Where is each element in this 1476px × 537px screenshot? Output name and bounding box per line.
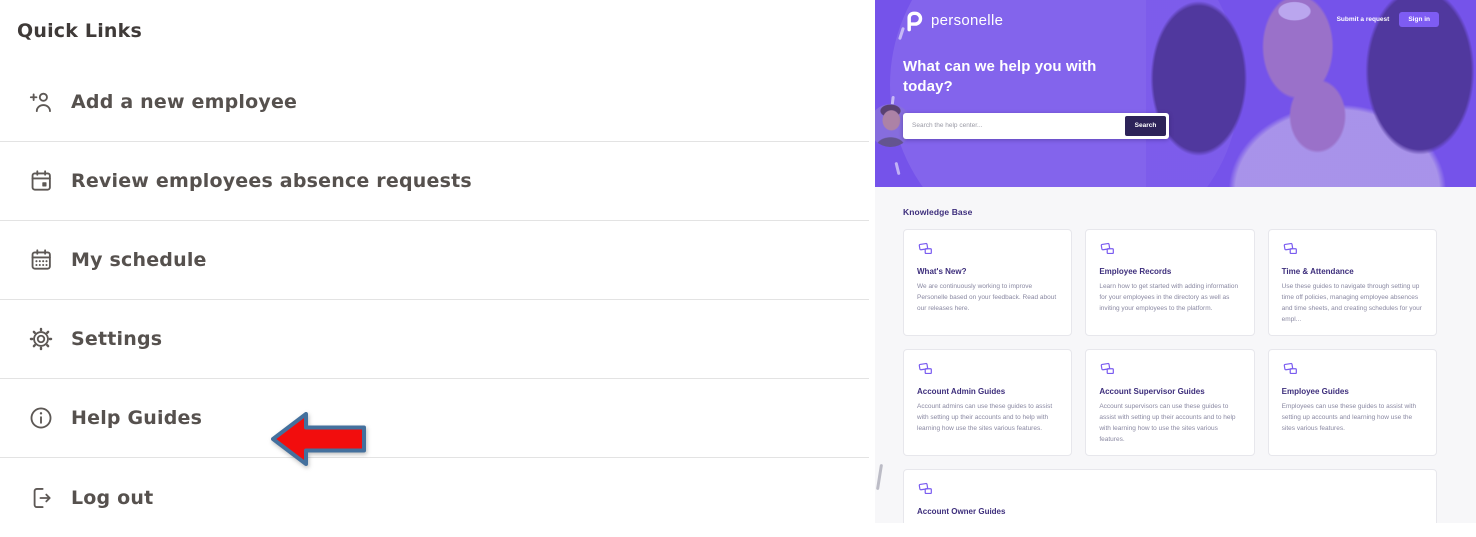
hero-heading: What can we help you with today? [903,58,1097,95]
quick-link-label: My schedule [71,249,207,271]
quick-link-add-employee[interactable]: Add a new employee [0,63,869,142]
knowledge-base-grid: What's New? We are continuously working … [903,229,1437,523]
knowledge-base-section: Knowledge Base What's New? We are contin… [875,187,1476,523]
calendar-month-icon [28,247,54,273]
hero-banner: personelle Submit a request Sign in What… [875,0,1476,187]
hero-photo-woman [1146,0,1476,187]
kb-card-whats-new[interactable]: What's New? We are continuously working … [903,229,1073,337]
quick-link-my-schedule[interactable]: My schedule [0,221,869,300]
calendar-event-icon [28,168,54,194]
kb-card-title: Account Owner Guides [917,507,1006,517]
header-nav: Submit a request Sign in [1337,12,1439,27]
brand-logo[interactable]: personelle [902,9,1003,32]
books-icon [917,363,934,381]
kb-card-description: Employees can use these guides to assist… [1281,403,1417,433]
kb-card-title: What's New? [917,267,967,276]
kb-card-description: Account admins can use these guides to a… [917,403,1053,433]
brand-name: personelle [931,12,1004,29]
search-button[interactable]: Search [1125,115,1166,136]
books-icon [917,483,934,501]
quick-links-list: Add a new employee Review employees abse… [0,63,875,537]
info-icon [28,405,54,431]
quick-link-absence-requests[interactable]: Review employees absence requests [0,142,869,221]
kb-card-account-owner-guides[interactable]: Account Owner Guides Account owners can … [903,469,1437,523]
kb-card-title: Employee Records [1099,267,1172,276]
submit-request-link[interactable]: Submit a request [1336,16,1390,23]
red-pointer-arrow [271,412,366,466]
books-icon [917,242,934,261]
kb-card-description: We are continuously working to improve P… [917,283,1057,313]
sign-in-button[interactable]: Sign in [1399,12,1439,27]
quick-link-settings[interactable]: Settings [0,300,869,379]
books-icon [1099,363,1116,381]
kb-card-title: Account Admin Guides [917,387,1006,397]
kb-card-title: Account Supervisor Guides [1099,387,1205,397]
quick-link-label: Log out [71,486,154,509]
kb-card-description: Learn how to get started with adding inf… [1099,283,1239,313]
quick-link-label: Settings [71,328,163,350]
logout-icon [28,485,54,511]
search-input[interactable] [903,112,1125,139]
books-icon [1282,363,1299,381]
quick-link-label: Add a new employee [71,91,298,113]
kb-card-account-supervisor-guides[interactable]: Account Supervisor Guides Account superv… [1085,349,1255,457]
gear-icon [28,326,54,352]
kb-card-title: Employee Guides [1281,387,1349,397]
help-center-panel: personelle Submit a request Sign in What… [875,0,1476,523]
knowledge-base-title: Knowledge Base [903,207,973,217]
books-icon [1099,242,1116,261]
search-bar: Search [903,112,1169,139]
personelle-logo-icon [907,11,923,32]
quick-links-panel: Quick Links Add a new employee [0,20,869,509]
help-center-header: personelle Submit a request Sign in [875,0,1476,32]
hero-avatar-man [875,104,912,147]
quick-link-label: Help Guides [71,407,203,429]
books-icon [1282,242,1299,261]
kb-card-employee-guides[interactable]: Employee Guides Employees can use these … [1267,349,1437,457]
person-add-icon [28,89,54,115]
quick-link-help-guides[interactable]: Help Guides [0,379,869,458]
hero-decor-dash [894,161,901,176]
kb-card-description: Use these guides to navigate through set… [1281,283,1422,324]
kb-card-description: Account supervisors can use these guides… [1099,403,1236,444]
kb-card-employee-records[interactable]: Employee Records Learn how to get starte… [1085,229,1255,337]
kb-card-account-admin-guides[interactable]: Account Admin Guides Account admins can … [903,349,1073,457]
kb-card-time-attendance[interactable]: Time & Attendance Use these guides to na… [1267,229,1437,337]
quick-link-log-out[interactable]: Log out [0,458,869,537]
quick-links-title: Quick Links [17,20,142,42]
kb-card-title: Time & Attendance [1281,267,1354,276]
quick-link-label: Review employees absence requests [71,170,472,192]
